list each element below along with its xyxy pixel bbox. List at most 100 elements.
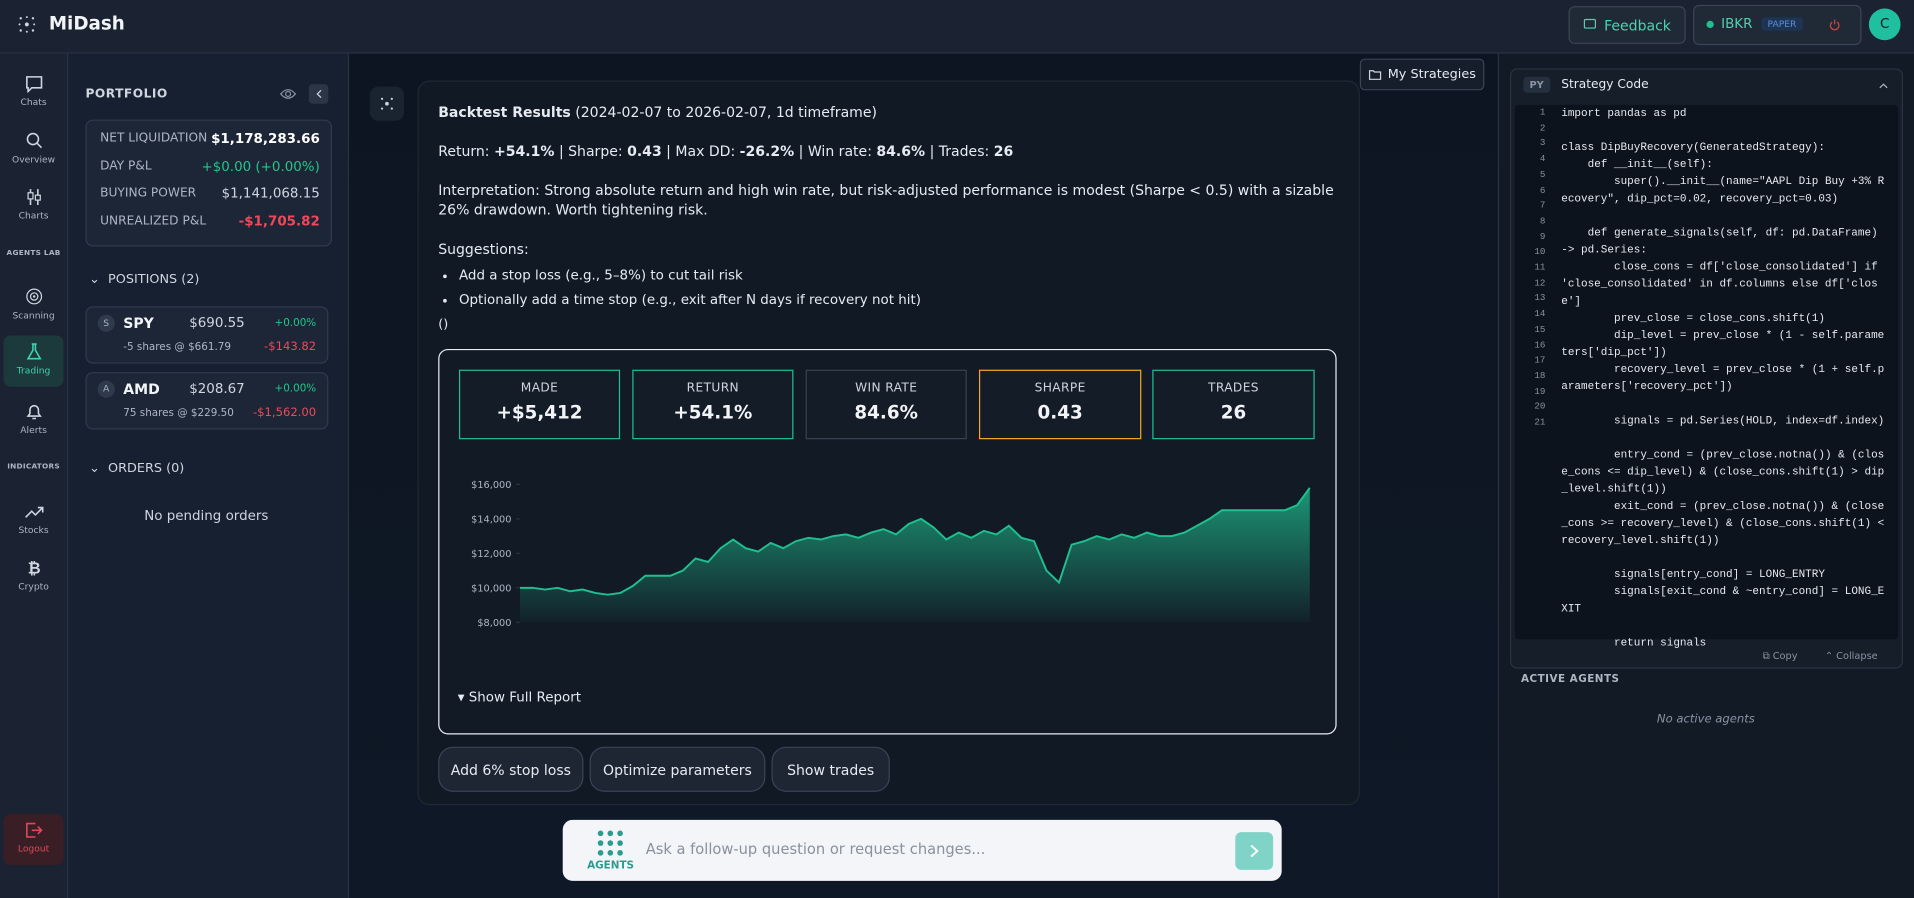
y-tick-label: $8,000: [477, 618, 511, 629]
icon: [25, 76, 42, 93]
y-tick-label: $16,000: [471, 480, 511, 491]
heading: Backtest Results: [438, 103, 571, 121]
summary-label: BUYING POWER: [100, 186, 197, 201]
orders-title[interactable]: ⌄ ORDERS (0): [89, 461, 185, 476]
action-button[interactable]: Show trades: [771, 746, 890, 792]
input-bar: AGENTS Ask a follow-up question or reque…: [562, 819, 1282, 881]
equity-chart: $8,000 $10,000 $12,000 $14,000 $16,000: [471, 480, 1311, 629]
metric-card: TRADES 26: [1152, 369, 1315, 440]
nav-label: Stocks: [18, 524, 49, 536]
nav-trading[interactable]: Trading: [3, 335, 64, 387]
metric-card: WIN RATE 84.6%: [805, 369, 967, 440]
feedback-button[interactable]: Feedback: [1568, 6, 1686, 44]
equity-area: [520, 487, 1310, 623]
logout-button[interactable]: Logout: [3, 813, 64, 866]
line-number: 12: [1534, 279, 1546, 289]
nav-alerts[interactable]: Alerts: [0, 403, 67, 436]
line-number: 3: [1539, 139, 1546, 150]
summary-value: $1,178,283.66: [211, 130, 320, 147]
send-icon: [1250, 844, 1259, 858]
positions-title[interactable]: ⌄ POSITIONS (2): [89, 272, 200, 287]
backtest-heading: Backtest Results (2024-02-07 to 2026-02-…: [438, 102, 1341, 122]
input-placeholder[interactable]: Ask a follow-up question or request chan…: [645, 840, 986, 858]
nav-stocks[interactable]: Stocks: [0, 503, 67, 536]
line-number: 6: [1539, 186, 1546, 196]
position-change: +0.00%: [274, 317, 317, 330]
collapse-icon[interactable]: [1877, 79, 1889, 91]
line-number: 9: [1539, 232, 1546, 243]
metric-card: SHARPE 0.43: [978, 369, 1142, 440]
y-tick-label: $14,000: [471, 515, 511, 526]
nav-crypto[interactable]: ₿ Crypto: [0, 559, 67, 592]
nav-label: Logout: [17, 843, 50, 855]
icon: [25, 288, 42, 305]
code-title: Strategy Code: [1561, 78, 1649, 92]
stat-label: | Sharpe:: [554, 142, 628, 160]
position-card[interactable]: A AMD $208.67 +0.00% 75 shares @ $229.50 -$1,…: [85, 372, 329, 430]
broker-status[interactable]: IBKR PAPER: [1693, 4, 1862, 46]
line-number: 13: [1534, 294, 1546, 305]
language-badge: PY: [1523, 76, 1550, 93]
logo-icon: [18, 16, 36, 33]
portfolio-sidebar: PORTFOLIO NET LIQUIDATION $1,178,283.66 DA…: [68, 53, 350, 898]
agents-label[interactable]: AGENTS: [587, 860, 635, 873]
copy-button[interactable]: ⧉ Copy: [1762, 650, 1798, 662]
stat-value: 0.43: [627, 142, 662, 160]
line-number: 19: [1534, 387, 1546, 398]
line-number: 16: [1534, 341, 1546, 351]
line-gutter: 1 2 3 4 5 6 7 8 9 10 11 12 13 14 15 16 17 18 19 20 21: [1516, 106, 1545, 431]
position-initial: S: [97, 314, 115, 332]
show-report-label: Show Full Report: [468, 689, 582, 706]
collapse-sidebar[interactable]: [308, 84, 329, 104]
nav-overview[interactable]: Overview: [0, 132, 67, 165]
user-avatar[interactable]: C: [1868, 8, 1901, 41]
position-symbol: AMD: [123, 380, 160, 398]
summary-value: -$1,705.82: [238, 212, 320, 229]
metric-label: TRADES: [1208, 381, 1259, 396]
line-number: 7: [1539, 201, 1546, 212]
line-number: 1: [1539, 108, 1546, 119]
top-bar: MiDash Feedback IBKR PAPER C: [0, 0, 1914, 54]
nav-chats[interactable]: Chats: [0, 74, 67, 107]
nav-label: Trading: [16, 364, 51, 376]
nav-section: INDICATORS: [7, 462, 60, 471]
position-card[interactable]: S SPY $690.55 +0.00% -5 shares @ $661.79 -$14…: [85, 306, 329, 364]
stat-value: -26.2%: [739, 142, 795, 160]
position-price: $208.67: [189, 380, 245, 397]
message-text: Backtest Results (2024-02-07 to 2026-02-…: [438, 102, 1341, 334]
broker-name: IBKR: [1721, 15, 1753, 32]
suggestion: Optionally add a time stop (e.g., exit a…: [459, 288, 1342, 312]
nav-rail: Chats Overview Charts AGENTS LAB Scannin…: [0, 53, 69, 898]
nav-charts[interactable]: Charts: [0, 188, 67, 221]
my-strategies-button[interactable]: My Strategies: [1359, 58, 1485, 91]
action-button[interactable]: Optimize parameters: [589, 746, 766, 792]
line-number: 21: [1534, 418, 1546, 429]
suggestion: Add a stop loss (e.g., 5–8%) to cut tail…: [459, 264, 1342, 288]
metric-value: +$5,412: [496, 401, 583, 424]
metric-card: MADE +$5,412: [458, 369, 621, 440]
line-number: 2: [1539, 124, 1546, 134]
stat-value: 26: [993, 142, 1014, 160]
position-pnl: -$1,562.00: [252, 406, 317, 420]
show-report[interactable]: ▾ Show Full Report: [457, 689, 582, 706]
eye-icon[interactable]: [279, 88, 297, 100]
avatar-icon: [380, 97, 393, 110]
stat-label: Return:: [438, 142, 495, 160]
action-button[interactable]: Add 6% stop loss: [438, 746, 584, 792]
agents-icon: [597, 830, 623, 856]
collapse-button[interactable]: ⌃ Collapse: [1824, 650, 1878, 662]
code-text: import pandas as pd class DipBuyRecovery…: [1561, 107, 1885, 650]
send-button[interactable]: [1235, 832, 1274, 870]
collapse-label: Collapse: [1836, 650, 1878, 662]
icon: ₿: [27, 559, 40, 577]
line-number: 20: [1534, 403, 1546, 413]
line-number: 8: [1539, 217, 1546, 227]
line-number: 14: [1534, 310, 1546, 320]
metric-label: RETURN: [686, 381, 740, 396]
stats-line: Return: +54.1% | Sharpe: 0.43 | Max DD: …: [438, 142, 1341, 162]
nav-scanning[interactable]: Scanning: [0, 288, 67, 321]
power-icon[interactable]: [1829, 18, 1841, 31]
suggestions-list: Add a stop loss (e.g., 5–8%) to cut tail…: [438, 264, 1341, 313]
